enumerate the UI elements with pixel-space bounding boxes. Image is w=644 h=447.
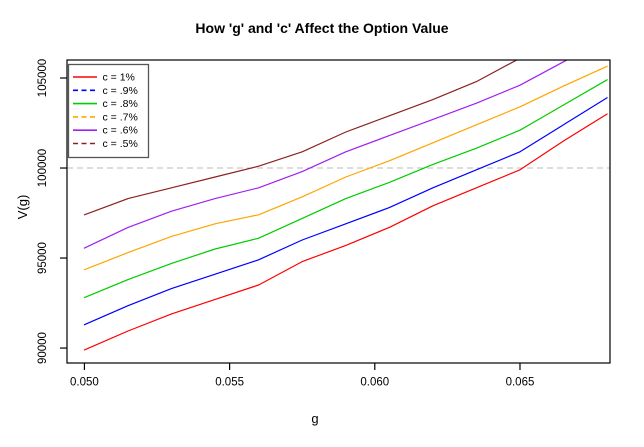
y-tick-label: 105000 — [37, 59, 49, 97]
chart-title: How 'g' and 'c' Affect the Option Value — [195, 20, 448, 36]
x-tick-label: 0.050 — [70, 377, 99, 389]
legend-box — [67, 63, 150, 159]
legend-label: c = .6% — [103, 125, 138, 137]
y-axis-label: V(g) — [15, 195, 30, 220]
legend: c = 1%c = .9%c = .8%c = .7% c = .6%c = .5… — [67, 63, 150, 159]
legend-label: c = .9% — [103, 85, 138, 97]
x-tick-label: 0.060 — [360, 377, 389, 389]
y-tick-label: 90000 — [37, 332, 49, 364]
legend-label: c = 1% — [103, 72, 135, 84]
legend-label: c = .5% — [103, 138, 138, 150]
curve-c-1 — [83, 97, 608, 326]
plot-area: 0.050 0.055 0.060 0.065 90000 95000 100000 1050… — [37, 59, 611, 389]
curve-c-5 — [83, 60, 518, 216]
x-tick-label: 0.055 — [215, 377, 244, 389]
legend-label: c = .8% — [103, 98, 138, 110]
plot-border — [66, 59, 611, 364]
curve-c-2 — [83, 79, 608, 299]
curve-c-3 — [83, 65, 608, 271]
y-tick-label: 100000 — [37, 149, 49, 187]
curve-c-4 — [83, 60, 569, 249]
curves-group — [83, 60, 608, 351]
x-axis-label: g — [311, 411, 318, 426]
y-tick-label: 95000 — [37, 242, 49, 274]
x-tick-label: 0.065 — [506, 377, 535, 389]
curve-c-0 — [83, 113, 608, 351]
legend-label: c = .7% — [103, 111, 138, 123]
